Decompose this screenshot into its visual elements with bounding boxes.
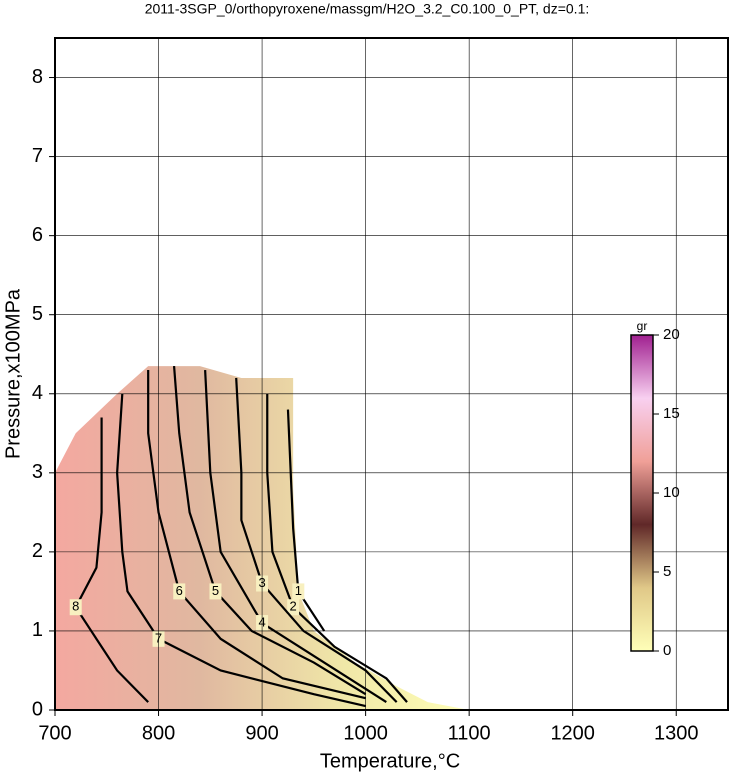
colorbar-tick-label: 15 — [663, 405, 680, 422]
contour-label-bg — [287, 599, 300, 616]
y-tick-label: 5 — [32, 303, 43, 325]
y-tick-label: 6 — [32, 224, 43, 246]
contour-label: 1 — [295, 583, 302, 598]
contour-label: 2 — [290, 599, 297, 614]
y-tick-label: 3 — [32, 461, 43, 483]
x-tick-label: 1200 — [550, 722, 595, 744]
y-tick-label: 0 — [32, 698, 43, 720]
contour-label-bg — [69, 599, 82, 616]
colorbar-tick-label: 20 — [663, 326, 680, 343]
x-axis-label: Temperature,°C — [320, 750, 460, 772]
y-tick-label: 7 — [32, 145, 43, 167]
x-tick-label: 1100 — [448, 722, 491, 744]
chart-title: 2011-3SGP_0/orthopyroxene/massgm/H2O_3.2… — [145, 1, 590, 17]
x-tick-label: 1300 — [654, 722, 699, 744]
y-tick-label: 8 — [32, 66, 43, 88]
colorbar-tick-label: 10 — [663, 484, 680, 501]
contour-label-bg — [292, 583, 305, 600]
x-tick-label: 900 — [245, 722, 278, 744]
y-tick-label: 1 — [32, 619, 43, 641]
y-axis-label: Pressure,x100MPa — [2, 288, 24, 459]
colorbar — [630, 334, 654, 652]
x-tick-label: 1000 — [343, 722, 388, 744]
colorbar-label: gr — [637, 319, 648, 333]
colorbar-tick-label: 5 — [663, 563, 671, 580]
colorbar-tick-label: 0 — [663, 642, 671, 659]
x-tick-label: 700 — [38, 722, 71, 744]
contour-label-bg — [173, 583, 186, 600]
contour-label: 5 — [212, 583, 219, 598]
x-tick-label: 800 — [142, 722, 175, 744]
contour-label-bg — [209, 583, 222, 600]
contour-label: 6 — [176, 583, 183, 598]
y-tick-label: 2 — [32, 540, 43, 562]
y-tick-label: 4 — [32, 382, 43, 404]
contour-line — [204, 369, 387, 704]
contour-label: 8 — [72, 599, 79, 614]
contour-line — [116, 393, 366, 708]
contour-line — [286, 409, 326, 632]
